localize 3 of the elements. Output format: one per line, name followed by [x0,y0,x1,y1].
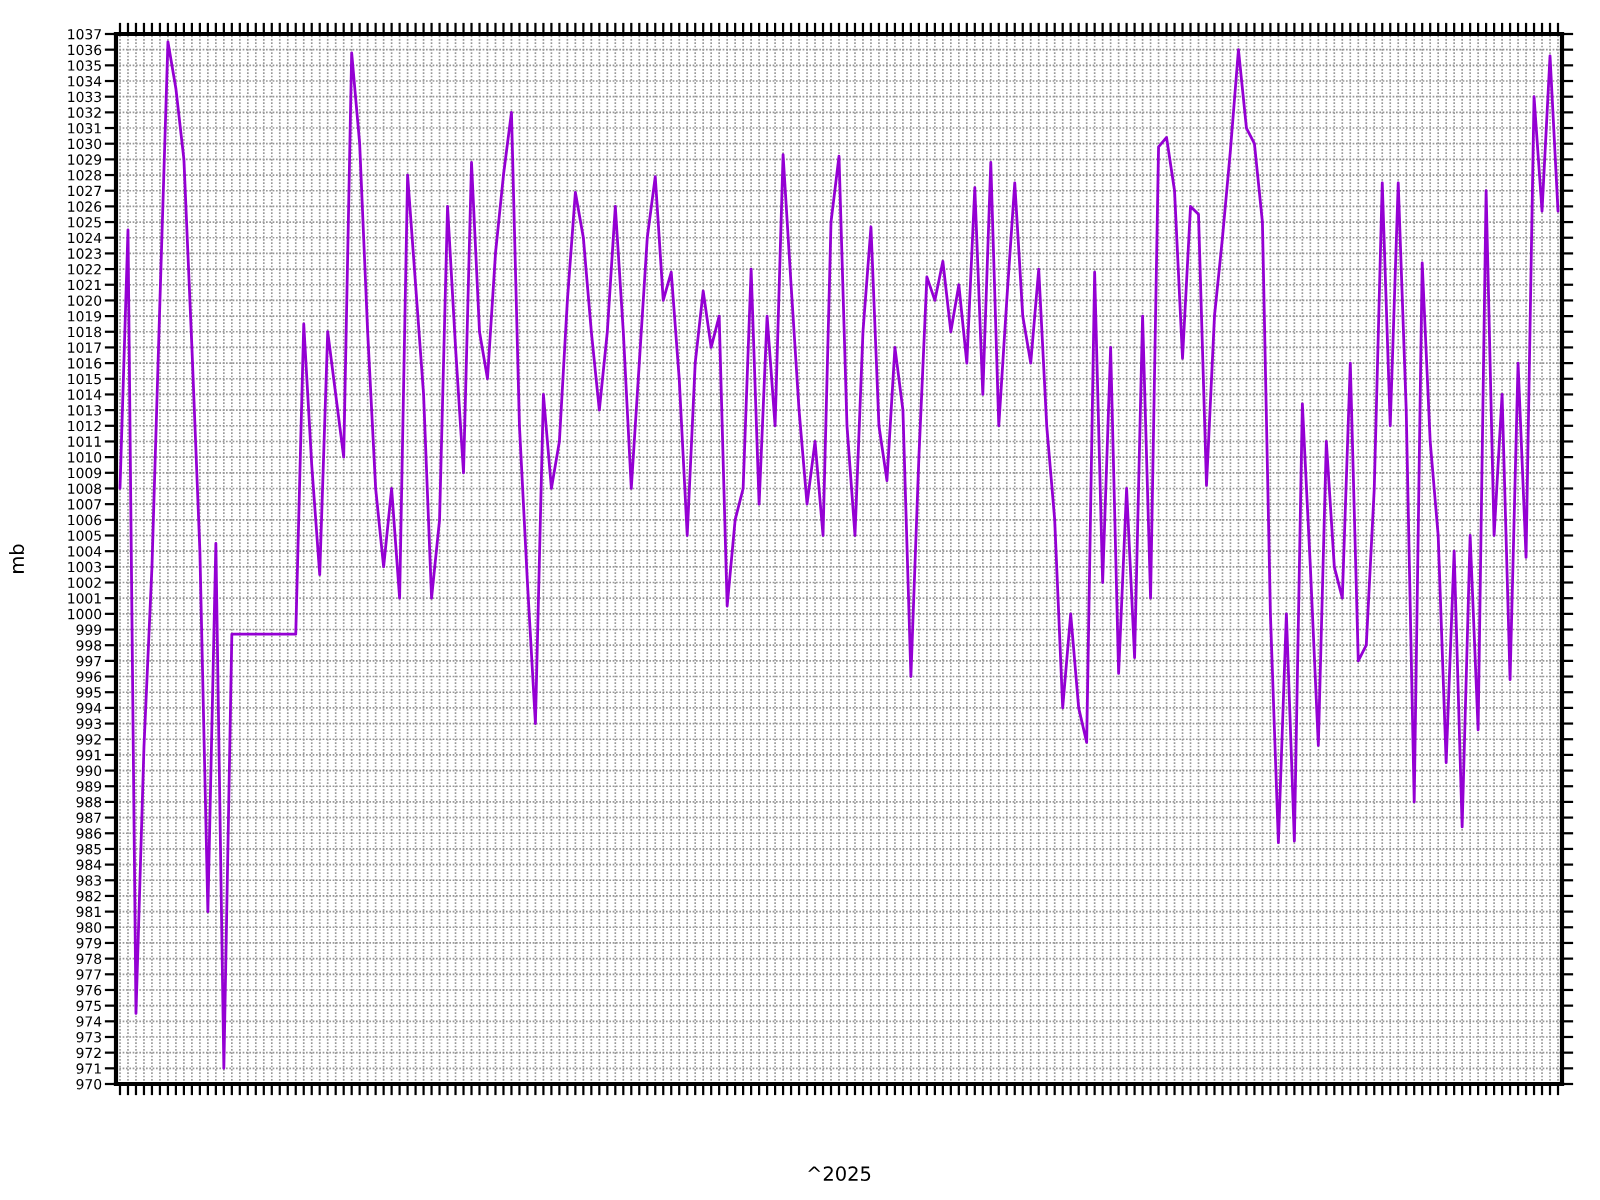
x-axis-title: ^2025 [808,1166,871,1181]
line-series [118,40,1560,1070]
y-axis-title: mb [9,544,25,573]
